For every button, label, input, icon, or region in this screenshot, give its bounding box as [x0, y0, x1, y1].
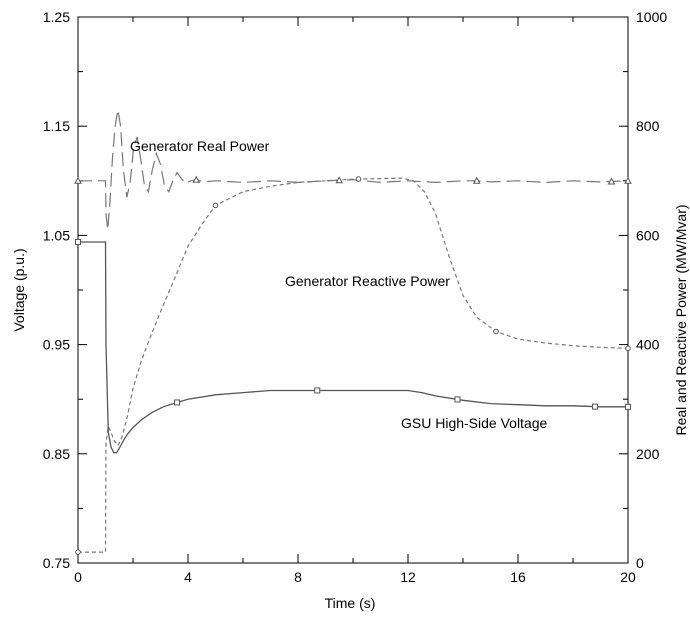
marker-square [76, 239, 81, 244]
annotation-real-power: Generator Real Power [130, 138, 270, 154]
series-line-generator-reactive-power [78, 178, 628, 552]
x-tick-label: 20 [620, 569, 636, 585]
series-line-generator-real-power [78, 110, 628, 230]
y-left-tick-label: 0.75 [43, 555, 70, 571]
marker-square [315, 388, 320, 393]
axis-tick-labels: 0 4 8 12 16 20 0.75 0.85 0.95 1.05 1.15 1.25 0 200 400… [43, 9, 668, 585]
y-right-tick-label: 600 [636, 227, 660, 243]
marker-circle [76, 550, 81, 555]
annotation-reactive-power: Generator Reactive Power [285, 273, 450, 289]
annotation-gsu-voltage: GSU High-Side Voltage [401, 415, 548, 431]
y-right-tick-label: 1000 [636, 9, 667, 25]
marker-square [455, 397, 460, 402]
x-tick-label: 0 [74, 569, 82, 585]
y-left-tick-label: 1.15 [43, 118, 70, 134]
x-tick-label: 16 [510, 569, 526, 585]
marker-square [593, 404, 598, 409]
y-right-tick-label: 0 [636, 555, 644, 571]
y-left-tick-label: 0.85 [43, 446, 70, 462]
y-axis-right-title: Real and Reactive Power (MW/Mvar) [673, 204, 689, 435]
axis-ticks [78, 17, 628, 563]
series-layer [78, 110, 628, 552]
marker-circle [626, 346, 631, 351]
y-left-tick-label: 1.05 [43, 227, 70, 243]
y-right-tick-label: 800 [636, 118, 660, 134]
x-tick-label: 12 [400, 569, 416, 585]
marker-circle [356, 177, 361, 182]
x-axis-title: Time (s) [325, 595, 376, 611]
plot-frame [78, 17, 628, 563]
x-tick-label: 4 [184, 569, 192, 585]
marker-circle [213, 203, 218, 208]
marker-circle [494, 329, 499, 334]
x-tick-label: 8 [294, 569, 302, 585]
marker-layer [75, 177, 631, 555]
y-axis-left-title: Voltage (p.u.) [11, 248, 27, 331]
y-left-tick-label: 1.25 [43, 9, 70, 25]
y-left-tick-label: 0.95 [43, 337, 70, 353]
marker-square [175, 400, 180, 405]
marker-square [626, 404, 631, 409]
marker-triangle [193, 177, 199, 183]
y-right-tick-label: 200 [636, 446, 660, 462]
y-right-tick-label: 400 [636, 337, 660, 353]
